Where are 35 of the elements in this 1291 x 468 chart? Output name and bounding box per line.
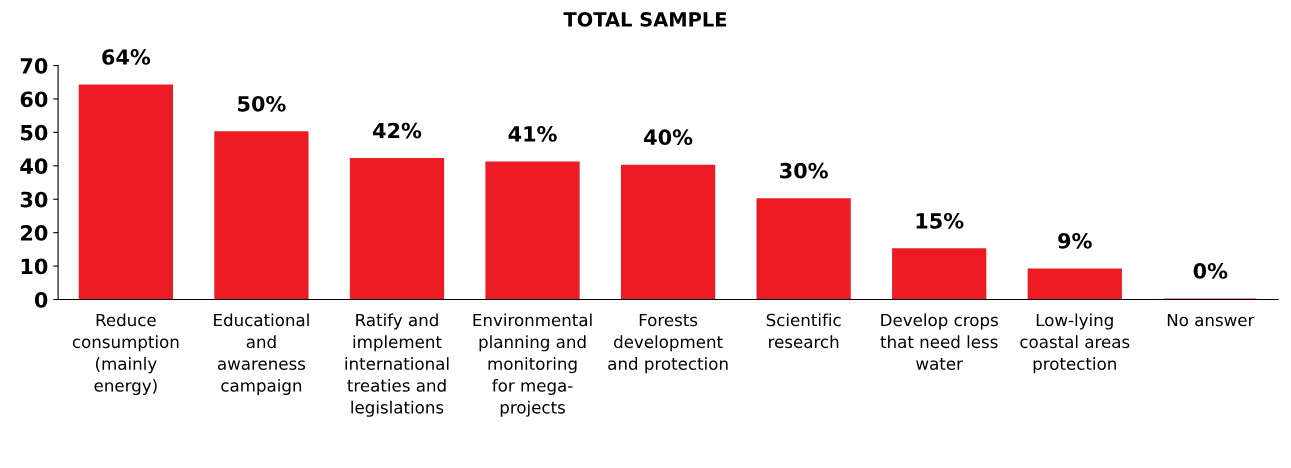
y-tick-label: 50 <box>20 124 48 141</box>
x-tick-label: Low-lying coastal areas protection <box>1020 313 1130 374</box>
data-label: 30% <box>780 162 828 179</box>
chart-title: TOTAL SAMPLE <box>563 12 727 27</box>
data-label: 42% <box>372 122 422 139</box>
x-tick-label: Scientific research <box>766 313 841 349</box>
y-tick-label: 0 <box>34 291 48 308</box>
bar <box>214 131 309 300</box>
y-tick-label: 40 <box>20 158 48 175</box>
x-tick-label: Educational and awareness campaign <box>214 313 309 396</box>
x-tick-label: Ratify and implement international treaties and legislations <box>345 313 449 417</box>
data-label: 9% <box>1058 232 1092 249</box>
data-label: 64% <box>102 49 151 65</box>
data-label: 50% <box>238 95 286 112</box>
x-tick-label: Environmental planning and monitoring for mega- projects <box>473 313 592 417</box>
y-tick-label: 20 <box>21 225 48 241</box>
bar <box>756 198 851 300</box>
data-label: 0% <box>1193 263 1228 279</box>
y-tick-label: 70 <box>20 57 48 74</box>
x-tick-label: No answer <box>1167 313 1255 327</box>
y-tick-label: 30 <box>20 191 48 208</box>
data-label: 40% <box>644 129 693 146</box>
y-tick-label: 60 <box>20 91 48 108</box>
x-tick-label: Reduce consumption (mainly energy) <box>72 313 179 396</box>
bar <box>620 164 716 300</box>
x-tick-label: Develop crops that need less water <box>880 313 998 370</box>
bar <box>349 158 445 300</box>
data-label: 41% <box>508 126 557 142</box>
bar <box>485 161 580 300</box>
bar <box>892 248 987 300</box>
bar <box>78 84 173 300</box>
y-tick-label: 10 <box>21 258 48 275</box>
data-label: 15% <box>916 212 964 229</box>
bar <box>1027 268 1122 300</box>
x-tick-label: Forests development and protection <box>608 313 728 374</box>
